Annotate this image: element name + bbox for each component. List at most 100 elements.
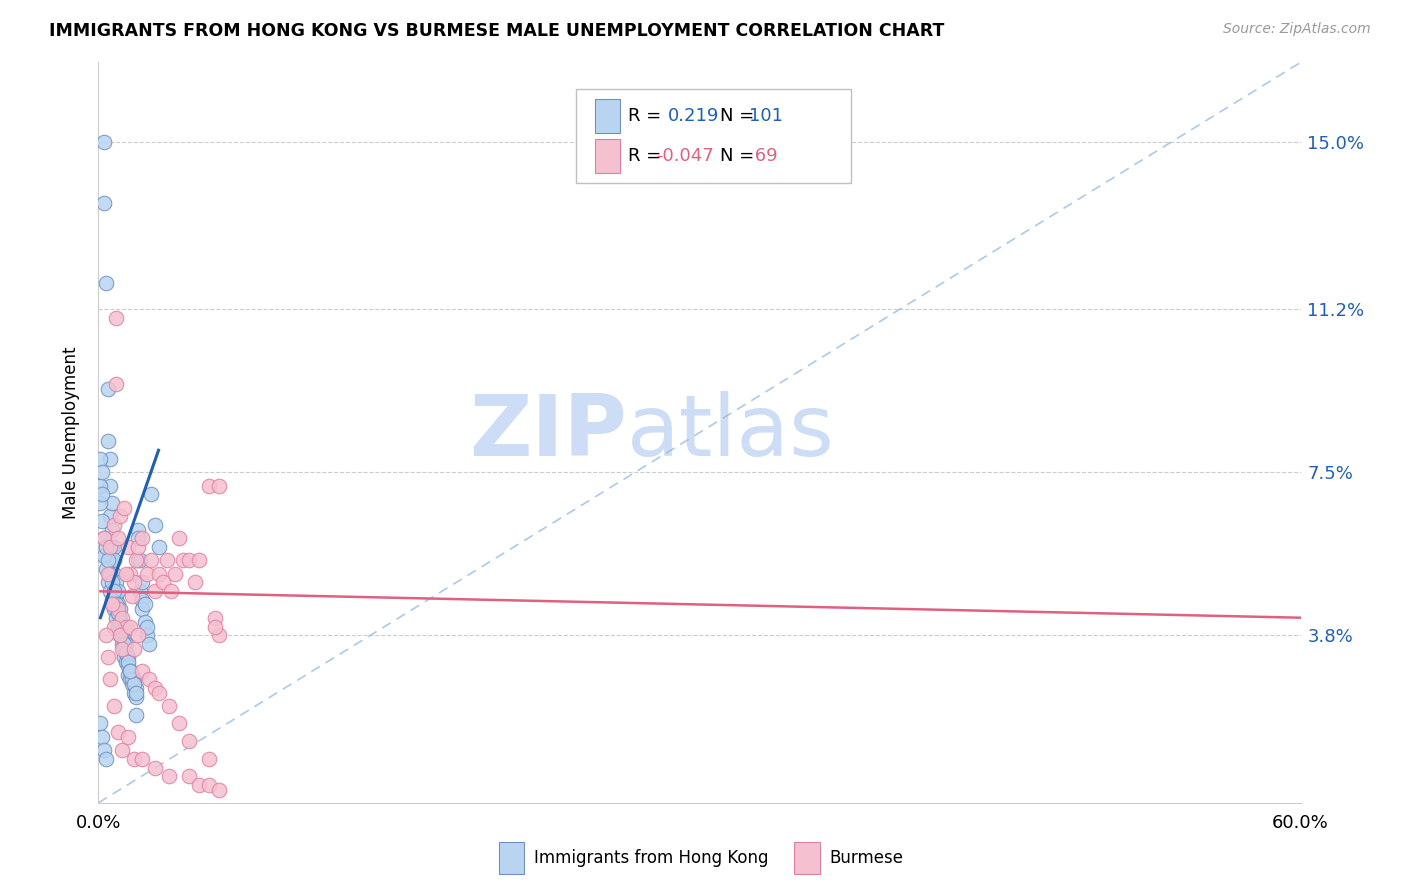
Point [96,276,118,290]
Point [135,619,157,633]
Point [107,607,129,621]
Point [121,677,143,691]
Point [100,584,122,599]
Point [128,532,150,546]
Point [97,382,120,396]
Point [100,673,122,687]
Text: N =: N = [720,147,754,165]
Point [124,673,146,687]
Point [148,540,170,554]
Point [105,611,128,625]
Point [121,589,143,603]
Point [91,465,114,479]
Point [103,584,125,599]
Point [110,628,132,642]
Point [177,734,200,748]
Point [100,540,122,554]
Point [125,553,148,567]
Point [111,641,134,656]
Point [157,769,180,783]
Point [128,523,150,537]
Point [91,730,114,744]
Text: -0.047: -0.047 [657,147,714,165]
Point [91,487,114,501]
Point [135,628,157,642]
Point [111,743,134,757]
Point [105,589,128,603]
Point [155,553,177,567]
Text: atlas: atlas [627,391,835,475]
Point [107,602,129,616]
Point [139,487,162,501]
Point [135,566,157,581]
Point [148,566,170,581]
Point [111,624,134,638]
Point [131,664,153,678]
Point [120,664,142,678]
Point [128,540,150,554]
Point [89,716,111,731]
Text: ZIP: ZIP [470,391,627,475]
Point [131,602,153,616]
Point [208,628,231,642]
Point [96,540,118,554]
Point [117,540,139,554]
Point [107,619,129,633]
Point [117,659,139,673]
Point [129,553,152,567]
Point [125,685,148,699]
Point [107,725,129,739]
Point [120,619,142,633]
Point [105,575,128,590]
Point [97,650,120,665]
Point [152,575,174,590]
Point [111,637,134,651]
Point [93,549,115,563]
Point [115,619,138,633]
Point [101,540,124,554]
Point [128,553,150,567]
Point [97,575,120,590]
Point [204,611,226,625]
Point [167,716,190,731]
Point [115,655,138,669]
Point [197,778,219,792]
Point [129,584,152,599]
Point [114,500,136,515]
Point [131,752,153,766]
Point [117,668,139,682]
Text: R =: R = [628,147,662,165]
Point [148,685,170,699]
Point [124,641,146,656]
Point [103,619,125,633]
Point [117,655,139,669]
Text: 0.219: 0.219 [668,107,720,125]
Point [111,611,134,625]
Point [110,602,132,616]
Point [97,553,120,567]
Point [131,532,153,546]
Point [120,673,142,687]
Point [89,496,111,510]
Point [131,575,153,590]
Point [143,518,166,533]
Point [100,452,122,467]
Point [120,664,142,678]
Point [124,575,146,590]
Point [105,377,128,392]
Point [163,566,186,581]
Point [120,566,142,581]
Point [103,602,125,616]
Point [120,664,142,678]
Point [208,782,231,797]
Point [114,641,136,656]
Point [103,518,125,533]
Point [159,584,181,599]
Point [124,677,146,691]
Point [96,752,118,766]
Point [114,650,136,665]
Point [100,478,122,492]
Point [110,509,132,524]
Point [138,637,160,651]
Point [197,752,219,766]
